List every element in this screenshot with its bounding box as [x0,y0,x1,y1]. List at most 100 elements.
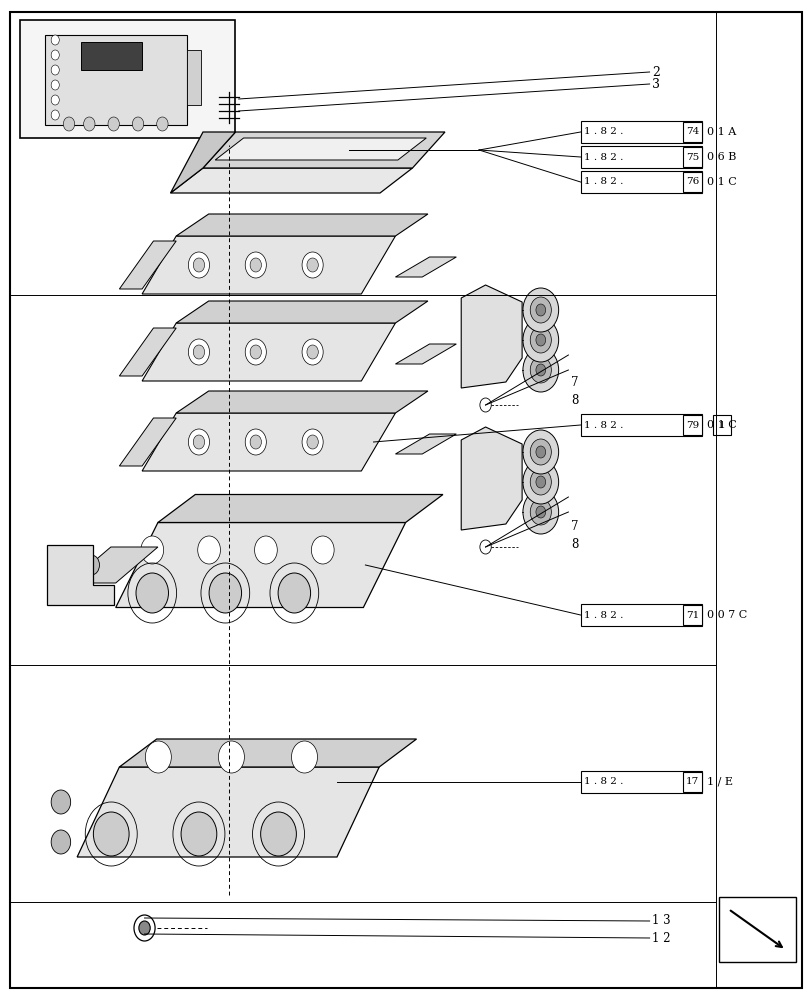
Circle shape [260,812,296,856]
Circle shape [530,469,551,495]
Circle shape [535,446,545,458]
Bar [682,172,702,192]
Polygon shape [176,214,427,236]
Bar [580,146,702,168]
Bar [682,122,702,142]
Bar [45,35,187,125]
Polygon shape [157,495,442,522]
Circle shape [51,35,59,45]
Bar [580,414,702,436]
Circle shape [245,429,266,455]
Circle shape [145,741,171,773]
Circle shape [535,476,545,488]
Circle shape [291,741,317,773]
Text: 0 1 C: 0 1 C [706,177,736,187]
Polygon shape [119,241,176,289]
Circle shape [307,258,318,272]
Bar [580,604,702,626]
Circle shape [522,490,558,534]
Bar [580,771,702,793]
Polygon shape [215,138,426,160]
Circle shape [51,95,59,105]
Polygon shape [176,301,427,323]
Polygon shape [170,132,235,193]
Text: 7: 7 [570,376,577,389]
Polygon shape [119,328,176,376]
Text: 0 0 7 C: 0 0 7 C [706,610,747,620]
Circle shape [250,435,261,449]
Circle shape [188,339,209,365]
Circle shape [139,921,150,935]
Circle shape [255,536,277,564]
Text: 0 1 A: 0 1 A [706,127,736,137]
Circle shape [218,741,244,773]
Circle shape [157,117,168,131]
Circle shape [188,252,209,278]
Polygon shape [77,767,379,857]
Circle shape [522,460,558,504]
Bar [682,605,702,625]
Text: 1 2: 1 2 [651,932,670,944]
Circle shape [307,345,318,359]
Circle shape [530,297,551,323]
Bar [187,50,201,105]
Text: 7: 7 [570,520,577,534]
Circle shape [83,585,99,605]
Text: 1 . 8 2 .: 1 . 8 2 . [583,778,625,786]
Polygon shape [47,545,114,605]
Polygon shape [142,236,395,294]
Circle shape [311,536,333,564]
Circle shape [302,339,323,365]
Text: 1 . 8 2 .: 1 . 8 2 . [583,152,625,161]
Circle shape [63,117,75,131]
Circle shape [188,429,209,455]
Circle shape [530,499,551,525]
Text: 1 . 8 2 .: 1 . 8 2 . [583,420,625,430]
Text: 71: 71 [685,610,698,619]
Text: 1: 1 [718,420,724,430]
Circle shape [51,65,59,75]
Circle shape [193,258,204,272]
Circle shape [302,252,323,278]
Circle shape [479,540,491,554]
Circle shape [193,345,204,359]
Circle shape [181,812,217,856]
Bar [580,171,702,193]
Circle shape [535,364,545,376]
Text: 3: 3 [651,78,659,91]
Circle shape [245,339,266,365]
Circle shape [530,439,551,465]
Polygon shape [170,168,412,193]
Circle shape [51,830,71,854]
Text: 79: 79 [685,420,698,430]
Text: 1 . 8 2 .: 1 . 8 2 . [583,610,625,619]
Circle shape [302,429,323,455]
Circle shape [134,915,155,941]
Circle shape [530,357,551,383]
Polygon shape [461,427,521,530]
Circle shape [140,536,163,564]
Circle shape [51,110,59,120]
Bar [718,897,795,962]
Circle shape [535,506,545,518]
Bar [682,147,702,167]
Text: 1 / E: 1 / E [706,777,732,787]
Bar [20,20,235,138]
Polygon shape [395,434,456,454]
Circle shape [479,398,491,412]
Text: 75: 75 [685,152,698,161]
Circle shape [198,536,220,564]
Circle shape [51,80,59,90]
Text: 0 6 B: 0 6 B [706,152,736,162]
Circle shape [208,573,241,613]
Circle shape [245,252,266,278]
Text: 2: 2 [651,66,659,79]
Circle shape [522,348,558,392]
Polygon shape [395,344,456,364]
Circle shape [522,288,558,332]
Polygon shape [395,257,456,277]
Text: 76: 76 [685,178,698,186]
Circle shape [83,555,99,575]
Circle shape [535,334,545,346]
Polygon shape [461,285,521,388]
